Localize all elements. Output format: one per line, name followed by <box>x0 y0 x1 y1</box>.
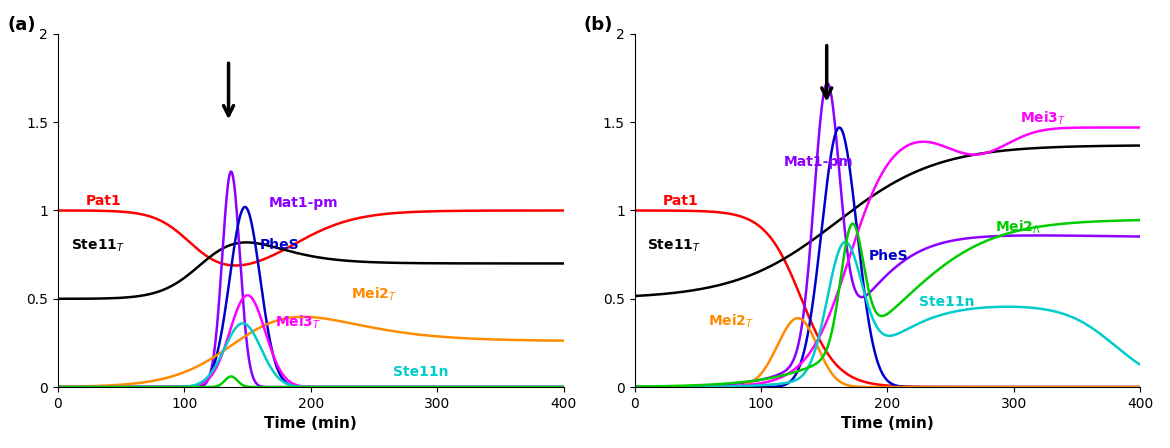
Text: Mat1-pm: Mat1-pm <box>269 196 338 210</box>
Text: Mei3$_T$: Mei3$_T$ <box>275 314 322 332</box>
Text: (a): (a) <box>7 16 36 34</box>
Text: Mei3$_T$: Mei3$_T$ <box>1020 109 1067 127</box>
X-axis label: Time (min): Time (min) <box>841 416 934 431</box>
Text: Mei2$_T$: Mei2$_T$ <box>351 286 398 303</box>
Text: Ste11n: Ste11n <box>918 295 975 309</box>
Text: PheS: PheS <box>868 249 908 263</box>
Text: (b): (b) <box>584 16 613 34</box>
Text: Mei2$_T$: Mei2$_T$ <box>708 312 755 330</box>
Text: Ste11$_T$: Ste11$_T$ <box>647 237 701 254</box>
X-axis label: Time (min): Time (min) <box>264 416 357 431</box>
Text: PheS: PheS <box>260 238 300 252</box>
Text: Mei2$_\Lambda$: Mei2$_\Lambda$ <box>994 219 1041 236</box>
Text: Ste11n: Ste11n <box>393 366 448 379</box>
Text: Mat1-pm: Mat1-pm <box>784 155 853 169</box>
Text: Pat1: Pat1 <box>85 194 122 208</box>
Text: Ste11$_T$: Ste11$_T$ <box>70 237 124 254</box>
Text: Pat1: Pat1 <box>662 194 698 208</box>
